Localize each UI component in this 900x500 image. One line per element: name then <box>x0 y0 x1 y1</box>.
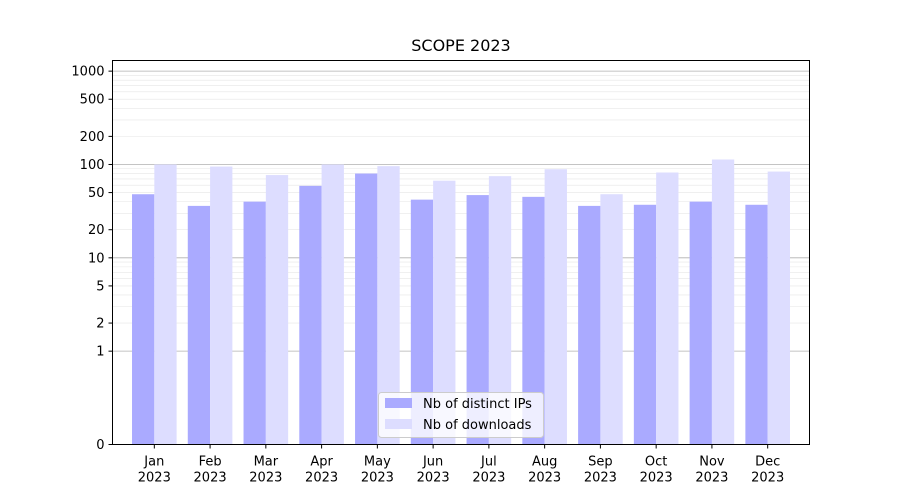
bar-downloads <box>544 169 567 445</box>
bar-distinct-ips <box>466 195 489 445</box>
bar-distinct-ips <box>633 204 657 445</box>
y-tick-label: 1 <box>96 345 104 360</box>
bar-downloads <box>210 166 233 445</box>
legend-swatch-downloads <box>385 419 412 429</box>
bar-distinct-ips <box>299 185 322 445</box>
legend-label-distinct-ips: Nb of distinct IPs <box>423 397 532 412</box>
y-tick-label: 1000 <box>71 65 104 80</box>
x-tick-label-month: Nov <box>699 455 725 470</box>
x-tick-label-year: 2023 <box>695 471 728 486</box>
bar-distinct-ips <box>745 204 768 445</box>
x-tick-label-month: May <box>364 455 391 470</box>
x-axis: Jan2023Feb2023Mar2023Apr2023May2023Jun20… <box>138 444 784 486</box>
x-tick-label-year: 2023 <box>472 471 505 486</box>
x-tick-label-year: 2023 <box>417 471 450 486</box>
y-tick-label: 100 <box>80 158 105 173</box>
bar-downloads <box>265 175 289 445</box>
y-tick-label: 5 <box>96 279 104 294</box>
bar-downloads <box>656 172 679 445</box>
x-tick-label-year: 2023 <box>528 471 561 486</box>
bars <box>132 159 790 445</box>
bar-downloads <box>600 194 623 445</box>
bar-downloads <box>321 164 344 445</box>
bar-distinct-ips <box>578 205 601 445</box>
x-tick-label-month: Jan <box>143 455 164 470</box>
bar-distinct-ips <box>410 199 434 445</box>
x-tick-label-month: Jun <box>422 455 443 470</box>
legend-swatch-distinct-ips <box>385 398 412 408</box>
x-tick-label-month: Jul <box>480 455 497 470</box>
x-tick-label-year: 2023 <box>584 471 617 486</box>
legend-label-downloads: Nb of downloads <box>423 418 532 433</box>
legend: Nb of distinct IPs Nb of downloads <box>378 392 544 438</box>
x-tick-label-month: Aug <box>532 455 557 470</box>
bar-distinct-ips <box>243 201 266 445</box>
x-tick-label-month: Dec <box>755 455 780 470</box>
y-axis: 0 1 2 5 10 20 50 100 200 500 1000 <box>71 65 113 453</box>
y-tick-label: 2 <box>96 317 104 332</box>
bar-distinct-ips <box>355 173 378 445</box>
x-tick-label-year: 2023 <box>138 471 171 486</box>
x-tick-label-month: Oct <box>645 455 667 470</box>
x-tick-label-year: 2023 <box>361 471 394 486</box>
y-tick-label: 50 <box>88 186 105 201</box>
x-tick-label-year: 2023 <box>751 471 784 486</box>
y-tick-label: 20 <box>88 223 105 238</box>
bar-downloads <box>767 171 790 445</box>
x-tick-label-year: 2023 <box>249 471 282 486</box>
bar-distinct-ips <box>187 205 211 445</box>
legend-frame <box>378 392 544 438</box>
y-tick-label: 0 <box>96 438 104 453</box>
x-tick-label-year: 2023 <box>305 471 338 486</box>
x-tick-label-month: Apr <box>310 455 333 470</box>
bar-downloads <box>154 164 177 445</box>
bar-downloads <box>711 159 735 445</box>
bar-distinct-ips <box>522 196 545 445</box>
y-tick-label: 10 <box>88 251 105 266</box>
x-tick-label-month: Sep <box>588 455 613 470</box>
plot-frame <box>112 60 810 445</box>
x-tick-label-month: Mar <box>254 455 279 470</box>
chart-title: SCOPE 2023 <box>411 36 510 55</box>
bar-distinct-ips <box>132 194 155 445</box>
y-tick-label: 500 <box>80 93 105 108</box>
x-tick-label-year: 2023 <box>640 471 673 486</box>
bar-downloads <box>488 176 512 445</box>
x-tick-label-year: 2023 <box>194 471 227 486</box>
bar-downloads <box>433 180 456 445</box>
bar-downloads <box>377 166 400 445</box>
x-tick-label-month: Feb <box>199 455 222 470</box>
bar-distinct-ips <box>689 201 712 445</box>
y-tick-label: 200 <box>80 130 105 145</box>
